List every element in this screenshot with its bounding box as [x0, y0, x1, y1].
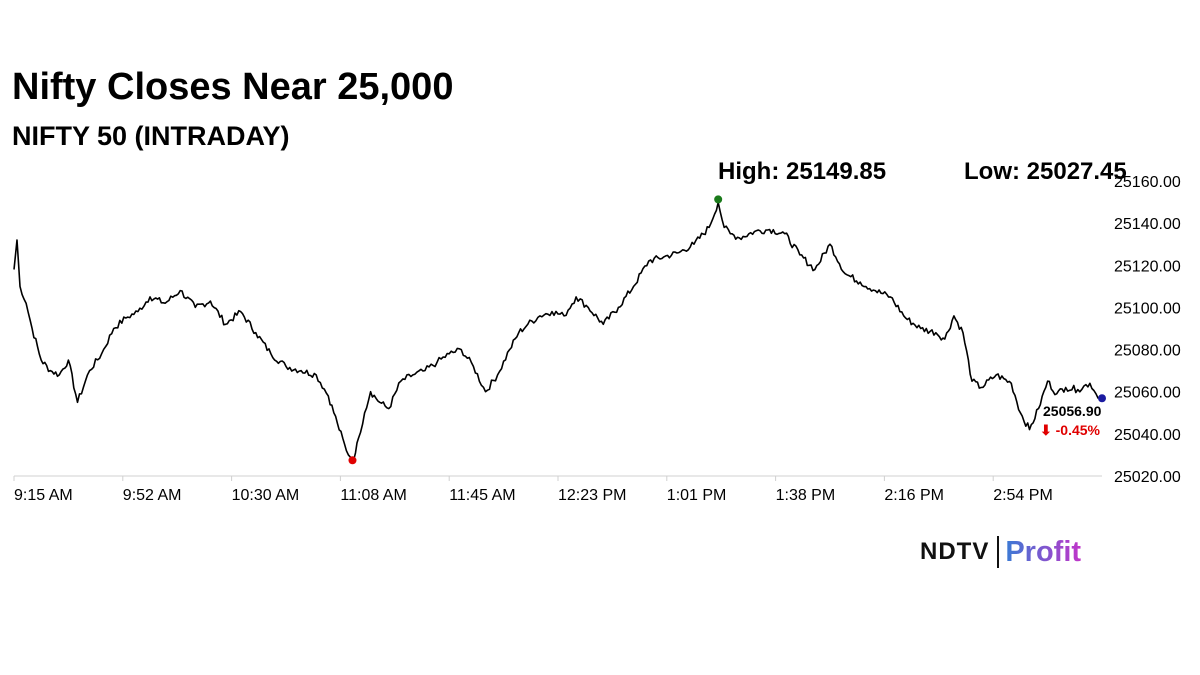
price-line [13, 201, 1103, 460]
chart-title: Nifty Closes Near 25,000 [12, 66, 454, 108]
day-high-label: High: 25149.85 [718, 158, 887, 185]
day-low-marker [348, 456, 357, 465]
logo-divider [997, 536, 1000, 568]
x-tick-label: 2:16 PM [884, 487, 944, 504]
logo-brand: NDTV [920, 538, 990, 565]
y-tick-label: 25100.00 [1114, 300, 1181, 317]
day-low-label: Low: 25027.45 [964, 158, 1127, 185]
y-tick-label: 25020.00 [1114, 469, 1181, 486]
x-tick-label: 12:23 PM [558, 487, 626, 504]
chart-plot-area [13, 195, 1106, 465]
y-tick-label: 25160.00 [1114, 174, 1181, 191]
last-price-marker [1098, 394, 1106, 403]
y-tick-label: 25140.00 [1114, 216, 1181, 233]
x-tick-label: 1:01 PM [667, 487, 727, 504]
y-tick-label: 25080.00 [1114, 343, 1181, 360]
chart-tick-labels: 9:15 AM 9:52 AM 10:30 AM 11:08 AM 11:45 AM 12… [14, 174, 1181, 504]
last-price-label: 25056.90 [1043, 403, 1102, 419]
x-tick-label: 11:08 AM [340, 487, 406, 504]
y-tick-label: 25040.00 [1114, 427, 1181, 444]
y-tick-label: 25120.00 [1114, 258, 1181, 275]
x-tick-label: 1:38 PM [776, 487, 836, 504]
x-tick-label: 10:30 AM [232, 487, 300, 504]
percent-change-label: ⬇ -0.45% [1040, 422, 1101, 438]
y-tick-label: 25060.00 [1114, 385, 1181, 402]
chart-axes [13, 475, 1102, 481]
x-tick-label: 2:54 PM [993, 487, 1053, 504]
ndtv-profit-logo: NDTV Profit [920, 532, 1081, 572]
chart-subtitle: NIFTY 50 (INTRADAY) [12, 121, 290, 151]
x-tick-label: 11:45 AM [449, 487, 515, 504]
x-tick-label: 9:15 AM [14, 487, 73, 504]
logo-product: Profit [1005, 535, 1082, 568]
day-high-marker [714, 195, 723, 204]
x-tick-label: 9:52 AM [123, 487, 182, 504]
